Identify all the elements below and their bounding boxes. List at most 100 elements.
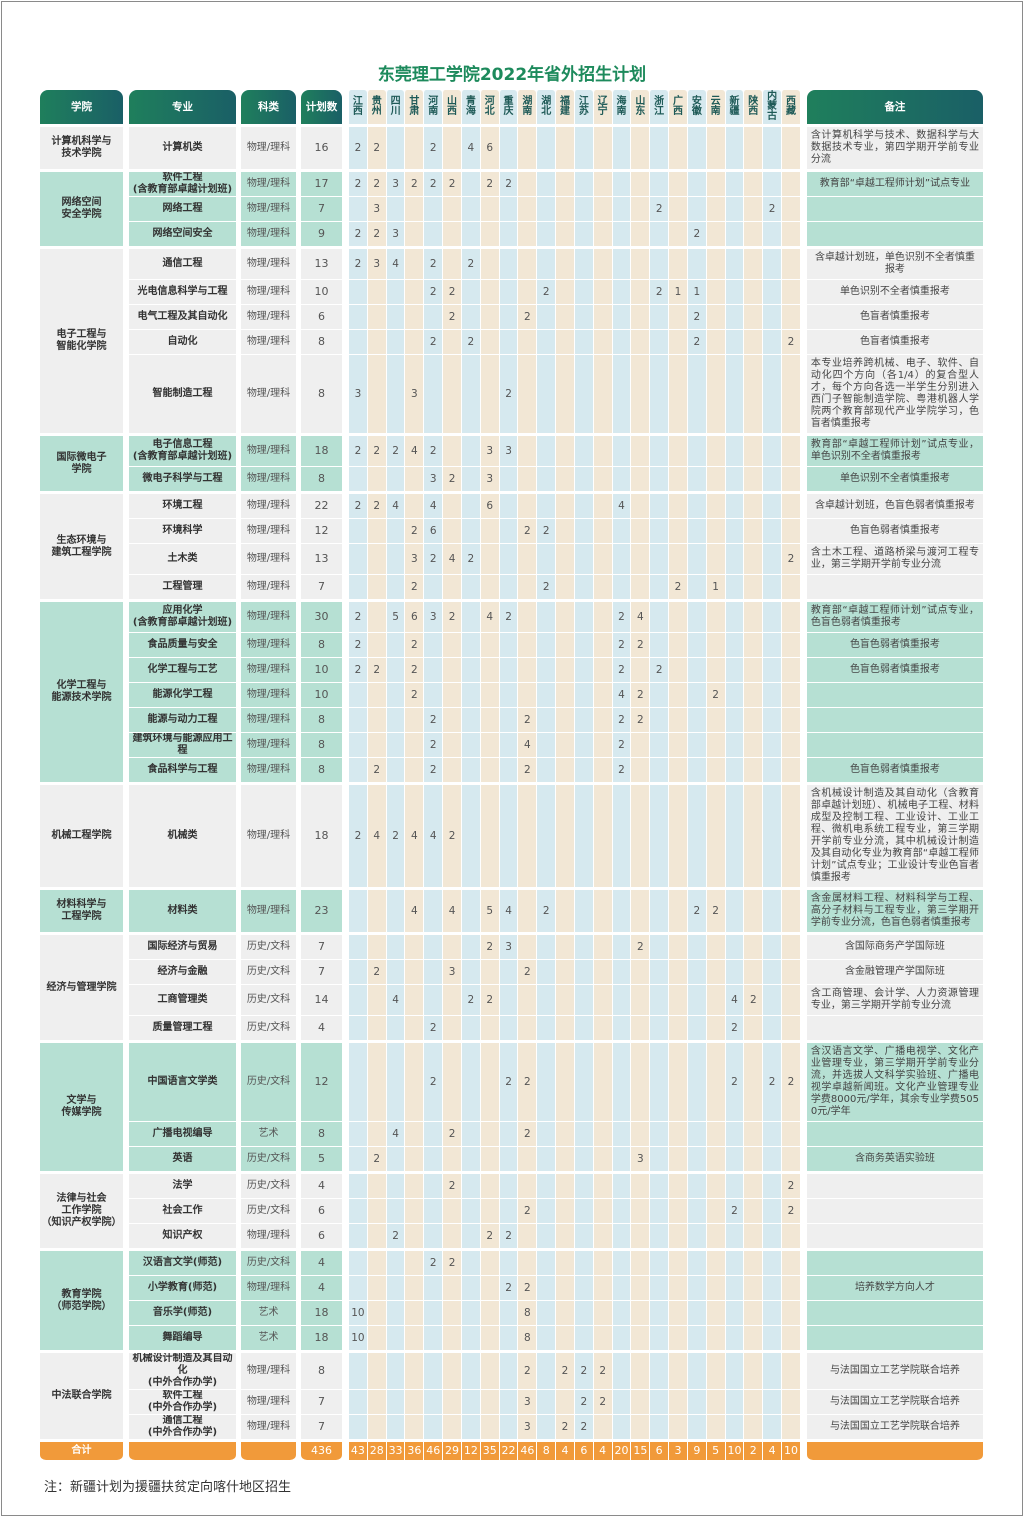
province-quota	[686, 960, 706, 985]
province-quota: 2	[404, 658, 424, 683]
province-quota	[442, 1016, 461, 1041]
province-quota	[611, 575, 631, 600]
province-quota	[536, 658, 556, 683]
province-quota	[442, 658, 461, 683]
province-quota	[555, 222, 574, 247]
total-province-quota: 4	[592, 1442, 612, 1461]
province-quota	[348, 1147, 367, 1172]
column-gap	[342, 1199, 348, 1224]
province-label: 海南	[616, 96, 627, 117]
column-gap	[123, 1016, 129, 1041]
table-row: 舞蹈编导 艺术 18 10 8	[40, 1326, 983, 1351]
province-quota: 3	[498, 935, 518, 960]
province-quota: 2	[762, 1043, 782, 1122]
group-spacer	[40, 492, 983, 494]
column-gap	[342, 1276, 348, 1301]
province-quota	[592, 249, 612, 280]
column-gap	[342, 708, 348, 733]
province-quota	[705, 1415, 725, 1440]
province-quota	[517, 658, 537, 683]
province-quota: 2	[781, 1174, 800, 1199]
province-quota: 2	[423, 758, 443, 783]
province-quota	[743, 1415, 763, 1440]
province-quota: 2	[442, 785, 461, 888]
plan-count: 8	[301, 733, 342, 758]
province-quota	[743, 330, 763, 355]
remark: 与法国国立工艺学院联合培养	[806, 1390, 983, 1415]
province-quota	[517, 355, 537, 434]
column-gap	[296, 633, 301, 658]
province-quota	[479, 1276, 499, 1301]
column-gap	[236, 633, 241, 658]
column-gap	[123, 1043, 129, 1122]
province-quota	[573, 1043, 593, 1122]
province-quota	[762, 330, 782, 355]
province-quota	[385, 1353, 405, 1390]
province-quota	[555, 683, 574, 708]
column-gap	[342, 436, 348, 467]
province-quota: 2	[611, 758, 631, 783]
total-province-quota: 35	[479, 1442, 499, 1461]
province-quota	[385, 733, 405, 758]
column-gap	[296, 544, 301, 575]
header-province: 湖南	[517, 90, 537, 125]
province-quota	[668, 633, 687, 658]
province-quota: 2	[724, 1016, 744, 1041]
province-quota	[762, 1251, 782, 1276]
province-quota	[555, 960, 574, 985]
province-quota	[536, 1174, 556, 1199]
table-row: 工程管理 物理/理科 7 2 2 2 1	[40, 575, 983, 600]
province-quota	[611, 1415, 631, 1440]
province-quota	[479, 758, 499, 783]
province-quota	[423, 222, 443, 247]
province-quota	[724, 494, 744, 519]
province-quota: 2	[423, 1043, 443, 1122]
column-gap	[296, 960, 301, 985]
province-quota	[705, 633, 725, 658]
province-quota	[366, 602, 386, 633]
column-gap	[236, 494, 241, 519]
college-name: 电子工程与 智能化学院	[40, 249, 123, 434]
province-quota	[611, 197, 631, 222]
province-quota	[668, 519, 687, 544]
province-quota	[385, 305, 405, 330]
province-quota	[705, 602, 725, 633]
province-quota	[348, 1251, 367, 1276]
province-quota	[498, 575, 518, 600]
column-gap	[296, 280, 301, 305]
province-quota	[781, 1224, 800, 1249]
province-quota	[649, 1301, 669, 1326]
province-quota	[668, 305, 687, 330]
province-quota	[498, 960, 518, 985]
province-quota: 4	[385, 494, 405, 519]
province-label: 辽宁	[597, 96, 608, 117]
province-quota	[724, 127, 744, 170]
province-quota	[442, 1353, 461, 1390]
column-gap	[236, 172, 241, 197]
province-quota	[781, 355, 800, 434]
total-province-quota: 3	[668, 1442, 687, 1461]
major-name: 汉语言文学(师范)	[129, 1251, 236, 1276]
group-spacer	[40, 125, 983, 127]
province-quota	[762, 305, 782, 330]
province-quota	[762, 1326, 782, 1351]
province-quota: 2	[348, 436, 367, 467]
province-quota	[649, 890, 669, 933]
province-quota	[724, 1276, 744, 1301]
province-quota	[592, 1326, 612, 1351]
province-quota	[630, 197, 650, 222]
province-quota: 4	[404, 436, 424, 467]
province-quota	[460, 1353, 480, 1390]
column-gap	[296, 1390, 301, 1415]
major-name: 环境科学	[129, 519, 236, 544]
province-quota	[385, 683, 405, 708]
column-gap	[236, 280, 241, 305]
province-quota	[536, 172, 556, 197]
province-quota	[348, 758, 367, 783]
province-quota	[348, 683, 367, 708]
province-quota	[536, 785, 556, 888]
province-quota	[442, 708, 461, 733]
subject-type: 物理/理科	[241, 785, 296, 888]
province-quota	[442, 1301, 461, 1326]
